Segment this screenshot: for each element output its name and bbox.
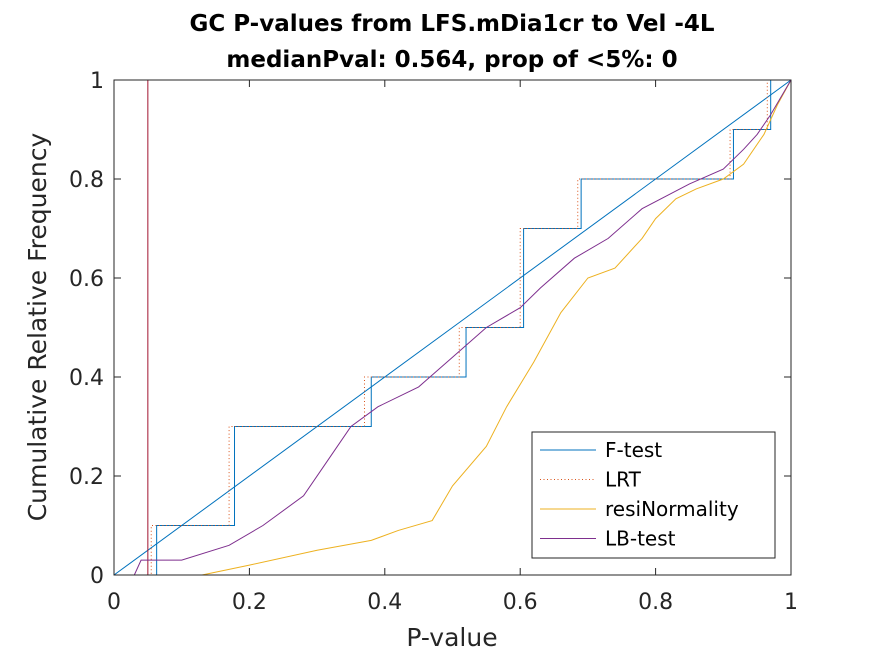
x-tick-label: 1 xyxy=(784,590,798,615)
chart-title: GC P-values from LFS.mDia1cr to Vel -4L xyxy=(189,11,714,37)
series-line-lrt xyxy=(114,79,791,576)
legend-box xyxy=(531,431,776,559)
series-line-lb-test xyxy=(133,79,792,576)
y-tick-label: 0.6 xyxy=(69,267,104,292)
x-tick-label: 0.8 xyxy=(638,590,673,615)
x-axis-label: P-value xyxy=(406,623,497,652)
x-tick-label: 0.4 xyxy=(367,590,402,615)
legend-label-resinormality: resiNormality xyxy=(605,497,739,521)
x-tick-label: 0.6 xyxy=(503,590,538,615)
y-axis-label: Cumulative Relative Frequency xyxy=(23,133,52,522)
plot-area xyxy=(113,79,792,576)
axes-box xyxy=(113,79,792,576)
y-tick-label: 0.4 xyxy=(69,366,104,391)
reference-diagonal-line xyxy=(113,79,792,576)
legend-label-f-test: F-test xyxy=(605,438,662,462)
y-tick-label: 0 xyxy=(90,564,104,589)
y-tick-label: 0.2 xyxy=(69,465,104,490)
y-tick-label: 1 xyxy=(90,69,104,94)
legend: F-test LRT resiNormality LB-test xyxy=(531,431,776,559)
y-tick-label: 0.8 xyxy=(69,168,104,193)
x-tick-label: 0 xyxy=(107,590,121,615)
legend-label-lb-test: LB-test xyxy=(605,527,676,551)
chart-subtitle: medianPval: 0.564, prop of <5%: 0 xyxy=(226,47,677,73)
axes: 0 0.2 0.4 0.6 0.8 1 0 0.2 0.4 0.6 0.8 1 xyxy=(69,69,798,615)
x-tick-label: 0.2 xyxy=(232,590,267,615)
legend-label-lrt: LRT xyxy=(605,468,642,492)
series-line-resinormality xyxy=(201,79,792,576)
